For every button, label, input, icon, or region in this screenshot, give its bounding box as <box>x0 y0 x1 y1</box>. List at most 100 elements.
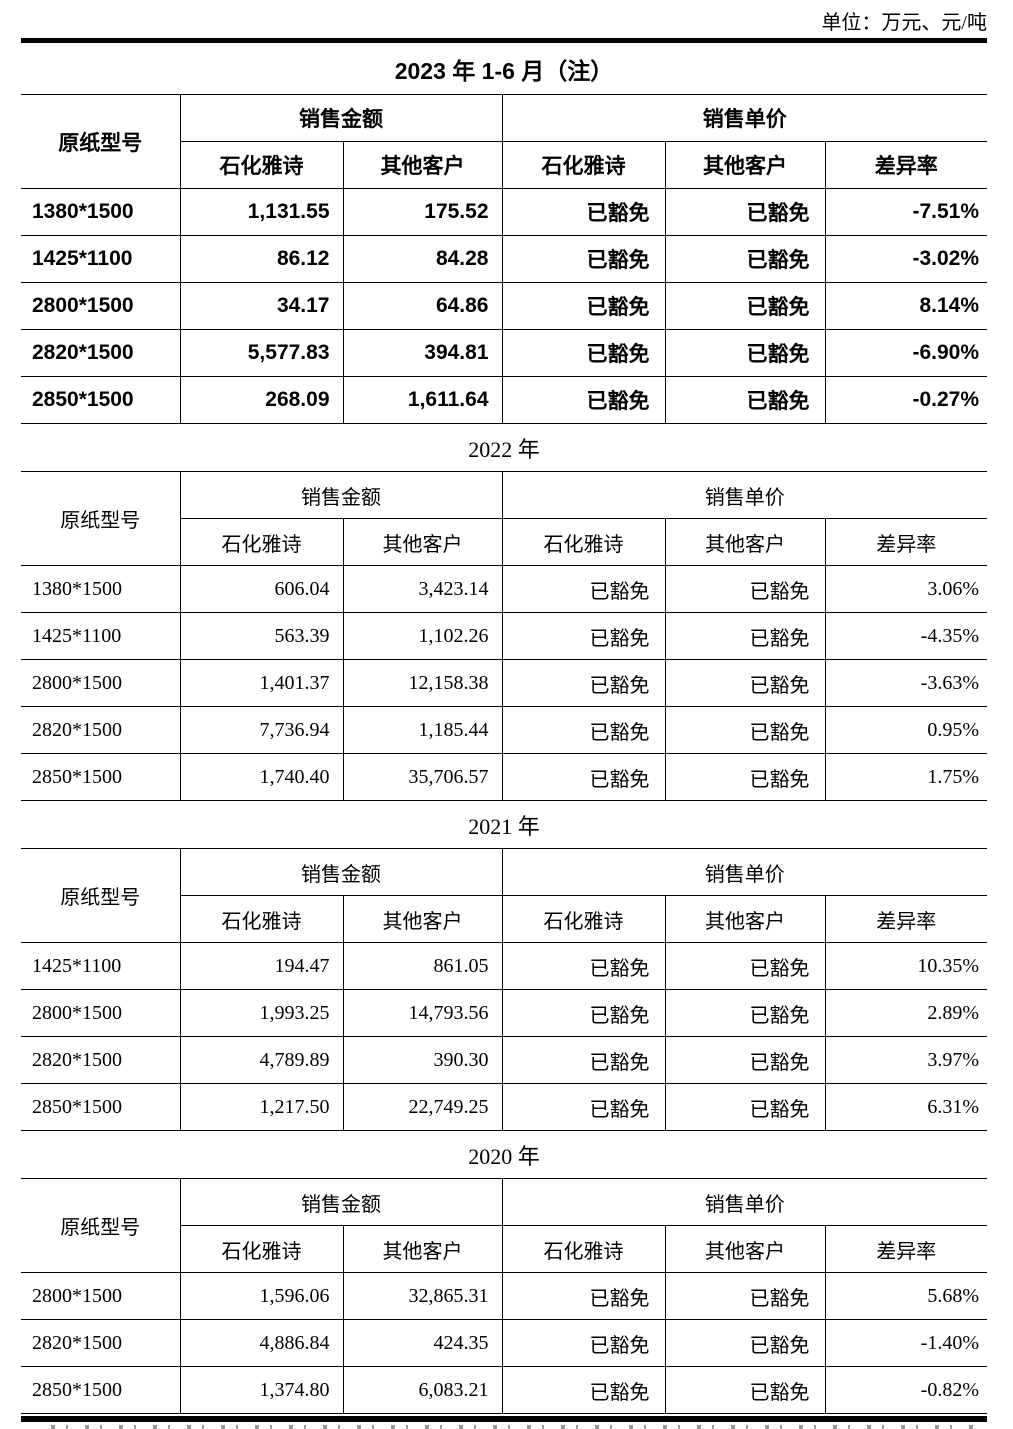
cell-price-other: 已豁免 <box>664 188 826 236</box>
cell-amount-shihua: 194.47 <box>179 942 344 990</box>
cell-model: 2820*1500 <box>21 1319 181 1367</box>
table-2022: 原纸型号 销售金额 销售单价 石化雅诗 其他客户 石化雅诗 其他客户 差异率 1… <box>21 471 987 801</box>
bottom-rule <box>21 1416 987 1422</box>
header-other-amount: 其他客户 <box>342 1225 503 1273</box>
cell-amount-shihua: 34.17 <box>179 282 344 330</box>
cell-price-other: 已豁免 <box>664 376 826 424</box>
cell-price-other: 已豁免 <box>664 235 826 283</box>
table-row: 1425*1100 194.47 861.05 已豁免 已豁免 10.35% <box>21 942 987 990</box>
cell-price-shihua: 已豁免 <box>501 1272 666 1320</box>
header-model: 原纸型号 <box>21 94 181 189</box>
cut-off-text-remnant <box>51 1425 979 1429</box>
cell-amount-other: 22,749.25 <box>342 1083 503 1131</box>
cell-diff-rate: -1.40% <box>824 1319 987 1367</box>
header-unit-price: 销售单价 <box>501 1178 987 1226</box>
cell-price-shihua: 已豁免 <box>501 329 666 377</box>
cell-price-shihua: 已豁免 <box>501 1319 666 1367</box>
header-other-amount: 其他客户 <box>342 895 503 943</box>
cell-model: 1380*1500 <box>21 188 181 236</box>
cell-price-shihua: 已豁免 <box>501 942 666 990</box>
cell-amount-shihua: 4,886.84 <box>179 1319 344 1367</box>
cell-price-shihua: 已豁免 <box>501 282 666 330</box>
cell-amount-other: 64.86 <box>342 282 503 330</box>
cell-price-shihua: 已豁免 <box>501 235 666 283</box>
table-row: 1425*1100 86.12 84.28 已豁免 已豁免 -3.02% <box>21 235 988 283</box>
header-model: 原纸型号 <box>21 848 181 943</box>
cell-model: 2800*1500 <box>21 989 181 1037</box>
header-shihua-price: 石化雅诗 <box>501 895 666 943</box>
header-other-price: 其他客户 <box>664 1225 826 1273</box>
cell-price-other: 已豁免 <box>664 659 826 707</box>
table-row: 1380*1500 606.04 3,423.14 已豁免 已豁免 3.06% <box>21 565 987 613</box>
table-row: 2820*1500 7,736.94 1,185.44 已豁免 已豁免 0.95… <box>21 706 987 754</box>
table-2021: 原纸型号 销售金额 销售单价 石化雅诗 其他客户 石化雅诗 其他客户 差异率 1… <box>21 848 987 1131</box>
title-2021: 2021 年 <box>468 814 540 839</box>
header-row-subs: 石化雅诗 其他客户 石化雅诗 其他客户 差异率 <box>21 895 987 943</box>
cell-amount-shihua: 1,217.50 <box>179 1083 344 1131</box>
cell-diff-rate: 0.95% <box>824 706 987 754</box>
cell-diff-rate: 8.14% <box>824 282 988 330</box>
cell-price-other: 已豁免 <box>664 282 826 330</box>
cell-model: 2820*1500 <box>21 329 181 377</box>
header-sales-amount: 销售金额 <box>179 848 503 896</box>
cell-model: 2850*1500 <box>21 753 181 801</box>
cell-model: 2850*1500 <box>21 1083 181 1131</box>
header-other-amount: 其他客户 <box>342 518 503 566</box>
cell-amount-other: 1,185.44 <box>342 706 503 754</box>
cell-amount-shihua: 1,401.37 <box>179 659 344 707</box>
table-row: 2800*1500 34.17 64.86 已豁免 已豁免 8.14% <box>21 282 988 330</box>
cell-price-shihua: 已豁免 <box>501 565 666 613</box>
cell-price-other: 已豁免 <box>664 706 826 754</box>
cell-amount-other: 14,793.56 <box>342 989 503 1037</box>
cell-diff-rate: -3.02% <box>824 235 988 283</box>
cell-price-shihua: 已豁免 <box>501 1036 666 1084</box>
cell-model: 2850*1500 <box>21 1366 181 1414</box>
cell-price-other: 已豁免 <box>664 612 826 660</box>
cell-amount-shihua: 1,131.55 <box>179 188 344 236</box>
title-2022: 2022 年 <box>468 437 540 462</box>
header-row-groups: 原纸型号 销售金额 销售单价 <box>21 848 987 943</box>
cell-diff-rate: 2.89% <box>824 989 987 1037</box>
cell-price-other: 已豁免 <box>664 329 826 377</box>
cell-diff-rate: -7.51% <box>824 188 988 236</box>
cell-model: 2820*1500 <box>21 1036 181 1084</box>
cell-amount-other: 1,102.26 <box>342 612 503 660</box>
cell-price-other: 已豁免 <box>664 942 826 990</box>
cell-model: 2820*1500 <box>21 706 181 754</box>
cell-model: 1425*1100 <box>21 235 181 283</box>
table-2020: 原纸型号 销售金额 销售单价 石化雅诗 其他客户 石化雅诗 其他客户 差异率 2… <box>21 1178 987 1414</box>
cell-amount-other: 84.28 <box>342 235 503 283</box>
table-row: 2850*1500 1,740.40 35,706.57 已豁免 已豁免 1.7… <box>21 753 987 801</box>
header-diff-rate: 差异率 <box>824 1225 987 1273</box>
table-row: 2820*1500 4,789.89 390.30 已豁免 已豁免 3.97% <box>21 1036 987 1084</box>
cell-price-other: 已豁免 <box>664 1083 826 1131</box>
table-row: 2800*1500 1,596.06 32,865.31 已豁免 已豁免 5.6… <box>21 1272 987 1320</box>
header-row-subs: 石化雅诗 其他客户 石化雅诗 其他客户 差异率 <box>21 518 987 566</box>
header-sales-amount: 销售金额 <box>179 94 503 142</box>
header-other-price: 其他客户 <box>664 141 826 189</box>
cell-amount-other: 394.81 <box>342 329 503 377</box>
header-shihua-amount: 石化雅诗 <box>180 141 344 189</box>
cell-amount-other: 1,611.64 <box>342 376 503 424</box>
cell-amount-other: 861.05 <box>342 942 503 990</box>
cell-amount-shihua: 1,374.80 <box>179 1366 344 1414</box>
cell-model: 1380*1500 <box>21 565 181 613</box>
cell-diff-rate: -3.63% <box>824 659 987 707</box>
header-shihua-price: 石化雅诗 <box>501 518 666 566</box>
cell-amount-shihua: 563.39 <box>179 612 344 660</box>
cell-amount-other: 424.35 <box>342 1319 503 1367</box>
cell-price-other: 已豁免 <box>664 989 826 1037</box>
cell-amount-shihua: 86.12 <box>179 235 344 283</box>
cell-price-shihua: 已豁免 <box>501 753 666 801</box>
cell-diff-rate: -0.82% <box>824 1366 987 1414</box>
title-2020: 2020 年 <box>468 1144 540 1169</box>
cell-amount-other: 6,083.21 <box>342 1366 503 1414</box>
cell-model: 1425*1100 <box>21 612 181 660</box>
cell-diff-rate: 3.06% <box>824 565 987 613</box>
header-other-amount: 其他客户 <box>342 141 503 189</box>
header-shihua-price: 石化雅诗 <box>501 141 666 189</box>
cell-price-other: 已豁免 <box>664 1036 826 1084</box>
header-shihua-amount: 石化雅诗 <box>180 895 344 943</box>
cell-price-shihua: 已豁免 <box>501 188 666 236</box>
header-row-groups: 原纸型号 销售金额 销售单价 <box>21 1178 987 1273</box>
